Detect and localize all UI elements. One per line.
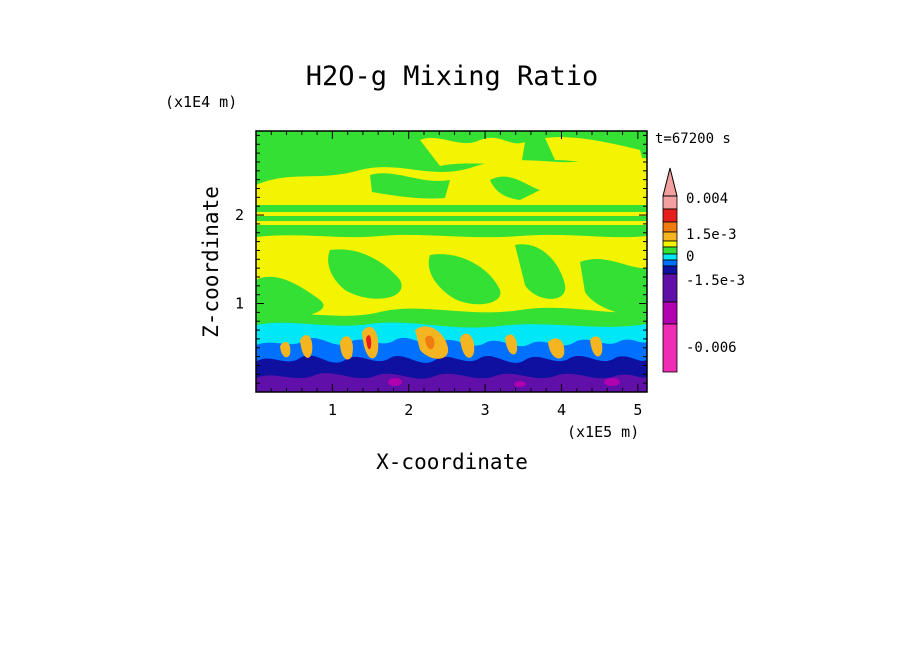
magenta-spot [388,378,402,386]
colorbar-tick-label: 0 [686,249,694,265]
colorbar-segment [662,208,678,223]
orange-plume [460,333,475,358]
red-core [366,335,372,350]
green-band [256,216,647,221]
colorbar: 0.004 1.5e-3 0 -1.5e-3 -0.006 [662,167,745,373]
colorbar-segment [662,259,678,267]
plot-frame [255,130,648,393]
contour-field [256,131,647,392]
orange-plume [340,336,353,360]
colorbar-extension [662,167,678,197]
colorbar-segment [662,246,678,255]
orange-core [425,335,435,350]
yellow-patch [420,137,525,166]
green-patch [328,249,402,299]
y-scale-label: (x1E4 m) [165,93,237,111]
x-tick-label: 2 [404,401,413,419]
colorbar-segment [662,323,678,373]
magenta-spot [604,378,620,386]
orange-plume [280,341,291,358]
upper-yellow-band [256,154,647,205]
orange-plume [590,336,603,357]
colorbar-tick-label: 1.5e-3 [686,227,737,243]
colorbar-tick-label: -0.006 [686,340,737,356]
purple-base [256,373,647,392]
orange-plume [505,334,518,355]
green-patch [490,176,540,200]
colorbar-tick-label: 0.004 [686,191,728,207]
x-axis-label: X-coordinate [376,450,528,474]
axes: 1 2 3 4 5 1 2 [235,131,647,419]
green-patch [580,258,647,316]
orange-plume [548,338,565,359]
green-patch [515,244,566,299]
y-axis-label: Z-coordinate [199,186,223,338]
yellow-patch [545,137,645,170]
colorbar-segment [662,240,678,248]
y-tick-label: 1 [235,295,244,313]
chart-title: H2O-g Mixing Ratio [306,61,599,92]
x-tick-label: 3 [481,401,490,419]
x-scale-label: (x1E5 m) [567,423,639,441]
colorbar-segment [662,265,678,275]
green-band [256,209,647,212]
time-label: t=67200 s [655,131,731,147]
green-patch [370,173,450,199]
y-tick-label: 2 [235,206,244,224]
x-tick-label: 1 [328,401,337,419]
green-band [256,225,647,237]
colorbar-tick-label: -1.5e-3 [686,273,745,289]
colorbar-segment [662,301,678,325]
magenta-spot [514,381,526,387]
x-tick-label: 5 [633,401,642,419]
yellow-band [256,212,647,216]
x-tick-label: 4 [557,401,566,419]
colorbar-segment [662,231,678,242]
colorbar-segment [662,253,678,261]
colorbar-segment [662,195,678,210]
colorbar-segment [662,273,678,303]
colorbar-segment [662,221,678,233]
orange-plume [300,335,313,358]
green-patch [428,254,501,305]
green-patch [256,276,324,322]
yellow-band [256,221,647,225]
